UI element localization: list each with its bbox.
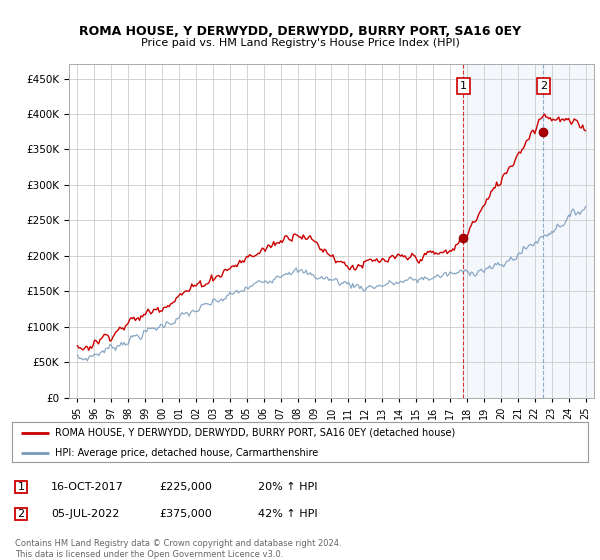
Text: 16-OCT-2017: 16-OCT-2017	[51, 482, 124, 492]
Text: 2: 2	[539, 81, 547, 91]
Text: ROMA HOUSE, Y DERWYDD, DERWYDD, BURRY PORT, SA16 0EY (detached house): ROMA HOUSE, Y DERWYDD, DERWYDD, BURRY PO…	[55, 428, 455, 438]
Text: 05-JUL-2022: 05-JUL-2022	[51, 509, 119, 519]
Text: 20% ↑ HPI: 20% ↑ HPI	[258, 482, 317, 492]
Text: £375,000: £375,000	[159, 509, 212, 519]
Text: 1: 1	[17, 482, 25, 492]
Text: £225,000: £225,000	[159, 482, 212, 492]
Text: 2: 2	[17, 509, 25, 519]
Text: ROMA HOUSE, Y DERWYDD, DERWYDD, BURRY PORT, SA16 0EY: ROMA HOUSE, Y DERWYDD, DERWYDD, BURRY PO…	[79, 25, 521, 38]
Text: Contains HM Land Registry data © Crown copyright and database right 2024.
This d: Contains HM Land Registry data © Crown c…	[15, 539, 341, 559]
Text: HPI: Average price, detached house, Carmarthenshire: HPI: Average price, detached house, Carm…	[55, 448, 319, 458]
Text: Price paid vs. HM Land Registry's House Price Index (HPI): Price paid vs. HM Land Registry's House …	[140, 38, 460, 48]
Bar	[463, 64, 594, 398]
Text: 42% ↑ HPI: 42% ↑ HPI	[258, 509, 317, 519]
Text: 1: 1	[460, 81, 467, 91]
